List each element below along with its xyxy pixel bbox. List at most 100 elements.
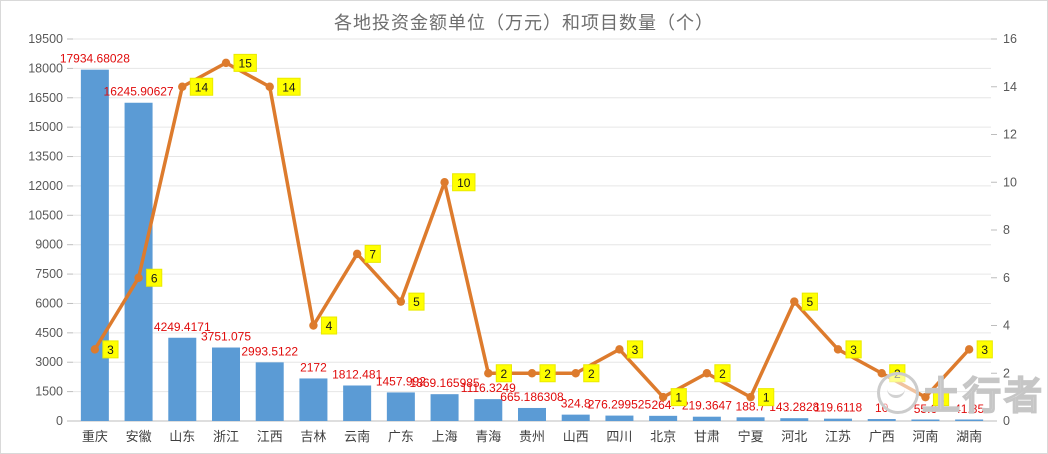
line-value-label-box — [626, 340, 644, 359]
x-axis-label-重庆: 重庆 — [82, 429, 108, 444]
chart-title: 各地投资金额单位（万元）和项目数量（个） — [334, 13, 714, 33]
bar-value-label: 324.8 — [561, 397, 591, 411]
line-marker — [615, 345, 624, 354]
bar-value-label: 17934.68028 — [60, 52, 130, 66]
left-axis-tick-label: 9000 — [35, 238, 63, 252]
bar-value-label: 143.2828 — [769, 400, 819, 414]
x-axis-label-四川: 四川 — [606, 429, 632, 444]
x-axis-label-江西: 江西 — [257, 429, 283, 444]
line-marker — [527, 369, 537, 378]
bar-河北 — [780, 418, 809, 421]
bar-青海 — [474, 399, 503, 421]
line-value-label: 1 — [763, 391, 770, 405]
bar-value-label: 4249.4171 — [154, 320, 211, 334]
left-axis-tick-label: 3000 — [35, 355, 63, 369]
left-axis-tick-label: 12000 — [28, 179, 63, 193]
bar-安徽 — [124, 102, 153, 422]
line-value-label: 2 — [501, 367, 508, 381]
right-axis-tick-label: 8 — [1003, 223, 1010, 237]
right-axis-tick-label: 4 — [1003, 319, 1010, 333]
line-marker — [221, 58, 231, 68]
x-axis-label-浙江: 浙江 — [213, 429, 239, 444]
bar-河南 — [911, 419, 940, 421]
bar-value-label: 219.3647 — [682, 399, 732, 413]
right-axis-tick-label: 6 — [1003, 271, 1010, 285]
line-value-label: 3 — [632, 343, 639, 357]
left-axis-tick-label: 6000 — [35, 296, 63, 310]
left-axis-tick-label: 19500 — [28, 32, 63, 46]
line-marker — [440, 178, 449, 187]
line-value-label-box — [320, 316, 338, 335]
line-marker — [265, 82, 274, 91]
bar-云南 — [343, 385, 372, 421]
line-marker — [134, 273, 143, 282]
right-axis-tick-label: 2 — [1003, 366, 1010, 380]
bar-value-label: 16245.90627 — [104, 85, 174, 99]
right-axis-tick-label: 0 — [1003, 414, 1010, 428]
line-value-label-box — [408, 292, 425, 311]
x-axis-label-宁夏: 宁夏 — [738, 429, 764, 444]
line-marker — [309, 321, 318, 330]
line-value-label-box — [714, 364, 731, 383]
bar-北京 — [649, 415, 678, 421]
bar-广西 — [867, 419, 896, 421]
x-axis-label-云南: 云南 — [344, 429, 370, 444]
line-marker — [484, 369, 493, 378]
bar-value-label: 2172 — [300, 360, 327, 374]
line-value-label: 5 — [413, 295, 420, 309]
line-value-label-box — [845, 340, 862, 359]
bar-四川 — [605, 415, 634, 421]
bar-value-label: 55.6 — [914, 402, 938, 416]
line-marker — [396, 297, 406, 306]
line-value-label: 14 — [195, 80, 209, 94]
bar-value-label: 3751.075 — [201, 330, 251, 344]
line-value-label-box — [189, 77, 214, 96]
left-axis-tick-label: 4500 — [35, 326, 63, 340]
line-marker — [833, 345, 843, 354]
left-axis-tick-label: 16500 — [28, 91, 63, 105]
left-axis-tick-label: 0 — [56, 414, 63, 428]
x-axis-label-山东: 山东 — [169, 429, 195, 444]
right-axis-tick-label: 12 — [1003, 128, 1017, 142]
x-axis-label-广西: 广西 — [869, 429, 895, 444]
left-axis-tick-label: 18000 — [28, 61, 63, 75]
bar-广东 — [386, 392, 415, 421]
right-axis-tick-label: 14 — [1003, 80, 1017, 94]
line-value-label: 5 — [807, 295, 814, 309]
line-marker — [352, 249, 362, 259]
line-value-label: 14 — [282, 80, 296, 94]
line-marker — [964, 345, 974, 354]
bar-value-label: 1369.165985 — [410, 376, 480, 390]
line-marker — [746, 392, 755, 402]
bar-value-label: 1116.3249 — [461, 381, 516, 395]
x-axis-label-吉林: 吉林 — [300, 429, 326, 444]
right-axis-tick-label: 16 — [1003, 32, 1017, 46]
bar-上海 — [430, 394, 459, 421]
left-axis-tick-label: 10500 — [28, 208, 63, 222]
line-value-label-box — [583, 364, 600, 383]
line-value-label: 2 — [894, 367, 901, 381]
line-marker — [877, 369, 886, 378]
line-value-label-box — [146, 268, 163, 287]
line-value-label-box — [364, 244, 381, 263]
line-value-label: 3 — [981, 343, 988, 357]
bar-甘肃 — [692, 416, 721, 421]
line-value-label-box — [102, 340, 119, 359]
bar-重庆 — [80, 69, 109, 421]
bar-value-label: 1457.992 — [376, 374, 426, 388]
line-value-label-box — [277, 77, 301, 96]
x-axis-label-北京: 北京 — [650, 429, 676, 444]
line-marker — [571, 369, 580, 378]
line-value-label-box — [233, 53, 257, 72]
left-axis-tick-label: 13500 — [28, 150, 63, 164]
right-axis-tick-label: 10 — [1003, 175, 1017, 189]
line-value-label-box — [539, 364, 556, 383]
line-value-label: 7 — [369, 247, 376, 261]
line-value-label-box — [670, 388, 687, 407]
line-marker — [702, 369, 712, 378]
bar-value-label: 119.6118 — [814, 401, 863, 415]
x-axis-label-贵州: 贵州 — [519, 429, 545, 444]
line-marker — [90, 345, 100, 354]
bar-湖南 — [955, 419, 984, 421]
